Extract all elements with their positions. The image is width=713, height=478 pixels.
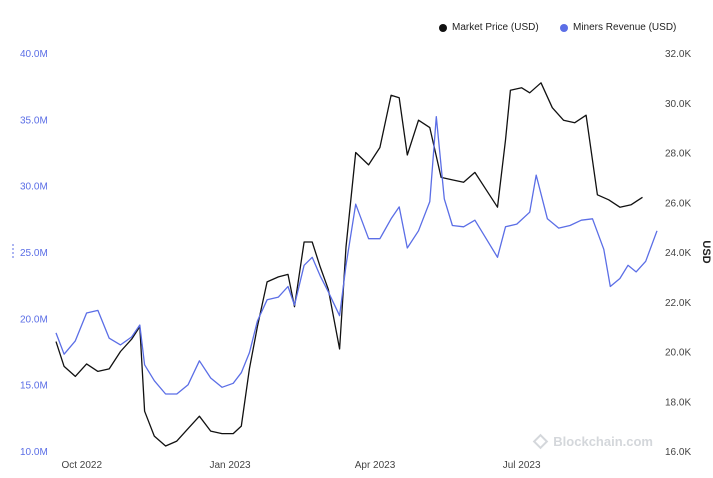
legend-market-price-label: Market Price (USD): [452, 22, 539, 33]
right-axis-tick-label: 30.0K: [665, 99, 691, 110]
left-axis-tick-label: 20.0M: [20, 314, 48, 325]
legend-miners-revenue[interactable]: Miners Revenue (USD): [560, 22, 676, 33]
market-price-swatch: [439, 23, 447, 32]
right-axis: 16.0K 18.0K 20.0K 22.0K 24.0K 26.0K 28.0K 30.0K…: [665, 49, 691, 458]
left-axis-tick-label: 35.0M: [20, 115, 48, 126]
right-axis-tick-label: 24.0K: [665, 248, 691, 259]
x-axis-tick-label: Oct 2022: [61, 460, 102, 471]
right-axis-tick-label: 32.0K: [665, 49, 691, 60]
right-axis-tick-label: 16.0K: [665, 447, 691, 458]
left-axis-tick-label: 10.0M: [20, 447, 48, 458]
left-axis-tick-label: 15.0M: [20, 381, 48, 392]
miners-revenue-swatch: [560, 23, 568, 32]
x-axis-tick-label: Apr 2023: [355, 460, 396, 471]
x-axis-tick-label: Jan 2023: [209, 460, 251, 471]
right-axis-tick-label: 18.0K: [665, 397, 691, 408]
x-axis-tick-label: Jul 2023: [503, 460, 541, 471]
miners-revenue-line: [55, 116, 658, 395]
blockchain-watermark: Blockchain.com: [533, 433, 653, 450]
left-axis-tick-label: 40.0M: [20, 49, 48, 60]
x-axis: Oct 2022 Jan 2023 Apr 2023 Jul 2023: [61, 460, 541, 471]
left-axis-tick-label: 30.0M: [20, 182, 48, 193]
legend-market-price[interactable]: Market Price (USD): [439, 22, 539, 33]
legend-miners-revenue-label: Miners Revenue (USD): [573, 22, 677, 33]
series-layer: [55, 82, 658, 447]
blockchain-logo-icon: [533, 433, 549, 450]
right-axis-tick-label: 28.0K: [665, 149, 691, 160]
left-axis-tick-label: 25.0M: [20, 248, 48, 259]
market-price-line: [55, 82, 643, 447]
left-axis: 10.0M 15.0M 20.0M 25.0M 30.0M 35.0M 40.0M: [12, 49, 48, 458]
watermark-text: Blockchain.com: [553, 434, 653, 449]
right-axis-tick-label: 26.0K: [665, 198, 691, 209]
right-axis-tick-label: 20.0K: [665, 348, 691, 359]
right-axis-tick-label: 22.0K: [665, 298, 691, 309]
right-axis-title: USD: [700, 240, 712, 263]
